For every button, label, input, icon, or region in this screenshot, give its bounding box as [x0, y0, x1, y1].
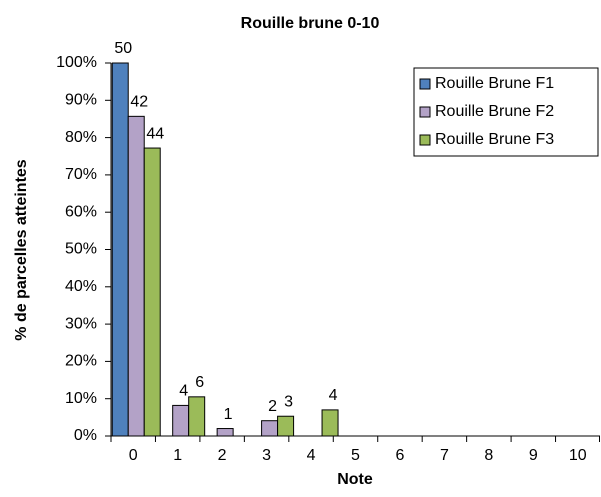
data-label: 1 [224, 406, 233, 423]
bar [261, 420, 279, 437]
data-label: 2 [268, 398, 277, 415]
y-tick-label: 50% [65, 241, 97, 258]
legend-swatch [419, 78, 431, 90]
x-tick-label: 9 [529, 447, 538, 464]
legend-swatch [419, 134, 431, 146]
y-tick-label: 90% [65, 92, 97, 109]
y-axis-label: % de parcelles atteintes [13, 159, 30, 341]
y-tick-label: 40% [65, 278, 97, 295]
x-tick-label: 7 [440, 447, 449, 464]
data-label: 4 [179, 383, 188, 400]
data-label: 50 [114, 40, 132, 57]
legend-label: Rouille Brune F2 [435, 103, 554, 120]
legend-swatch [419, 106, 431, 118]
x-tick-label: 6 [396, 447, 405, 464]
bar [127, 115, 145, 437]
y-tick-label: 20% [65, 353, 97, 370]
y-tick-label: 60% [65, 203, 97, 220]
legend-box [413, 67, 599, 157]
bar [321, 409, 339, 437]
data-label: 42 [130, 94, 148, 111]
bar [111, 62, 129, 437]
data-label: 6 [195, 374, 204, 391]
x-tick-label: 8 [484, 447, 493, 464]
x-tick-label: 4 [307, 447, 316, 464]
data-label: 4 [329, 387, 338, 404]
data-label: 44 [146, 125, 164, 142]
y-tick-label: 100% [56, 54, 97, 71]
legend-label: Rouille Brune F1 [435, 75, 554, 92]
y-tick-label: 0% [74, 427, 97, 444]
y-tick-label: 10% [65, 390, 97, 407]
legend-label: Rouille Brune F3 [435, 131, 554, 148]
x-tick-label: 0 [129, 447, 138, 464]
y-tick-label: 70% [65, 166, 97, 183]
y-tick-label: 30% [65, 315, 97, 332]
data-label: 3 [284, 393, 293, 410]
bar [172, 404, 190, 437]
x-tick-label: 10 [569, 447, 587, 464]
x-tick-label: 1 [173, 447, 182, 464]
x-tick-label: 5 [351, 447, 360, 464]
bar [216, 428, 234, 437]
x-axis-label: Note [337, 471, 373, 488]
bar [143, 147, 161, 437]
x-tick-label: 2 [218, 447, 227, 464]
bar [277, 415, 295, 437]
y-tick-label: 80% [65, 129, 97, 146]
chart-title: Rouille brune 0-10 [241, 15, 380, 32]
bar [188, 396, 206, 437]
x-tick-label: 3 [262, 447, 271, 464]
